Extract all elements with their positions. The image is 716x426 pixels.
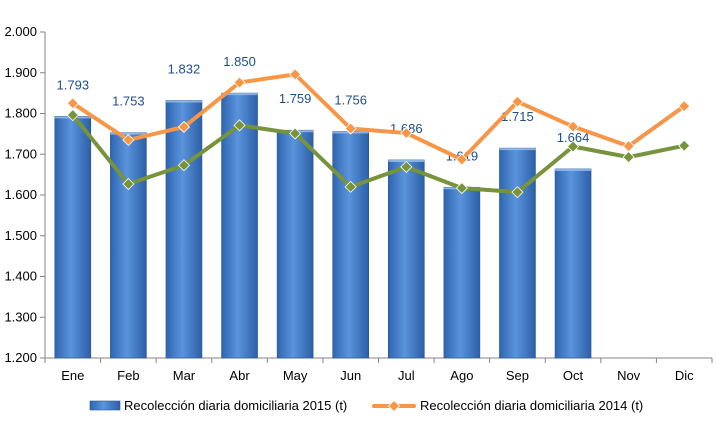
bars: [54, 92, 592, 359]
bar-top-highlight: [221, 93, 258, 96]
series-green-marker: [66, 109, 79, 122]
bar-data-label: 1.759: [279, 91, 312, 106]
bar: [221, 92, 258, 359]
bar: [554, 168, 592, 359]
y-tick-label: 1.400: [4, 269, 37, 284]
series-green-marker: [622, 151, 635, 164]
bar-top-highlight: [110, 132, 147, 135]
series-green-line: [70, 113, 687, 195]
lines: [66, 68, 691, 199]
axes: 1.200 1.300 1.400 1.500 1.600 1.700 1.800 1.900…: [4, 24, 713, 383]
series-2014-marker: [511, 95, 524, 108]
bar: [387, 159, 425, 359]
legend-label-2015: Recolección diaria domiciliaria 2015 (t): [124, 398, 347, 413]
x-tick-label: Oct: [563, 368, 584, 383]
legend: Recolección diaria domiciliaria 2015 (t)…: [89, 398, 643, 413]
legend-swatch-2015: [89, 400, 121, 411]
y-tick-label: 2.000: [4, 24, 37, 39]
bar: [54, 116, 92, 359]
series-green-marker: [566, 140, 580, 153]
series-green-marker: [177, 159, 191, 172]
x-tick-label: Nov: [617, 368, 641, 383]
series-green-marker: [233, 119, 246, 132]
bar: [332, 131, 370, 359]
series-green-marker: [289, 127, 302, 140]
y-tick-label: 1.700: [4, 146, 37, 161]
y-tick-label: 1.600: [4, 187, 37, 202]
series-2014-marker: [400, 126, 413, 140]
series-2014-marker: [678, 100, 691, 113]
x-tick-label: May: [283, 368, 308, 383]
series-green-marker: [455, 182, 468, 195]
bar-top-highlight: [165, 100, 202, 103]
bar: [165, 100, 203, 359]
series-green-marker: [122, 177, 135, 191]
bar: [443, 186, 481, 359]
y-tick-label: 1.200: [4, 350, 37, 365]
series-green-marker: [344, 180, 357, 193]
bar-data-label: 1.756: [334, 92, 367, 107]
x-tick-label: Mar: [173, 368, 196, 383]
y-tick-label: 1.900: [4, 65, 37, 80]
series-2014-marker: [566, 120, 580, 133]
y-tick-label: 1.500: [4, 228, 37, 243]
x-tick-label: Ago: [450, 368, 473, 383]
bar-data-label: 1.832: [168, 61, 201, 76]
series-green-marker: [511, 186, 524, 199]
bar-top-highlight: [499, 148, 536, 151]
bar-data-label: 1.664: [557, 130, 590, 145]
x-tick-label: Ene: [61, 368, 84, 383]
x-tick-label: Jul: [398, 368, 415, 383]
series-2014-marker: [177, 120, 191, 134]
series-2014-line: [70, 72, 687, 162]
y-tick-label: 1.300: [4, 309, 37, 324]
bar: [276, 129, 314, 359]
series-2014-marker: [66, 97, 79, 110]
legend-marker-2014: [387, 399, 401, 413]
x-tick-label: Abr: [229, 368, 250, 383]
series-2014-marker: [455, 153, 468, 166]
series-2014-marker: [233, 76, 246, 89]
series-2014-marker: [289, 68, 302, 81]
bar-data-label: 1.793: [57, 77, 90, 92]
legend-label-2014: Recolección diaria domiciliaria 2014 (t): [420, 398, 643, 413]
series-green-marker: [400, 160, 413, 173]
series-2014-marker: [122, 133, 135, 147]
series-2014-marker: [344, 122, 357, 135]
bar-data-label: 1.753: [112, 94, 145, 109]
x-tick-label: Feb: [117, 368, 139, 383]
bar-top-highlight: [555, 168, 592, 171]
x-tick-label: Dic: [675, 368, 694, 383]
x-tick-label: Sep: [506, 368, 529, 383]
x-tick-label: Jun: [340, 368, 361, 383]
y-tick-label: 1.800: [4, 106, 37, 121]
bar-data-label: 1.850: [223, 54, 256, 69]
series-green-marker: [678, 139, 691, 152]
